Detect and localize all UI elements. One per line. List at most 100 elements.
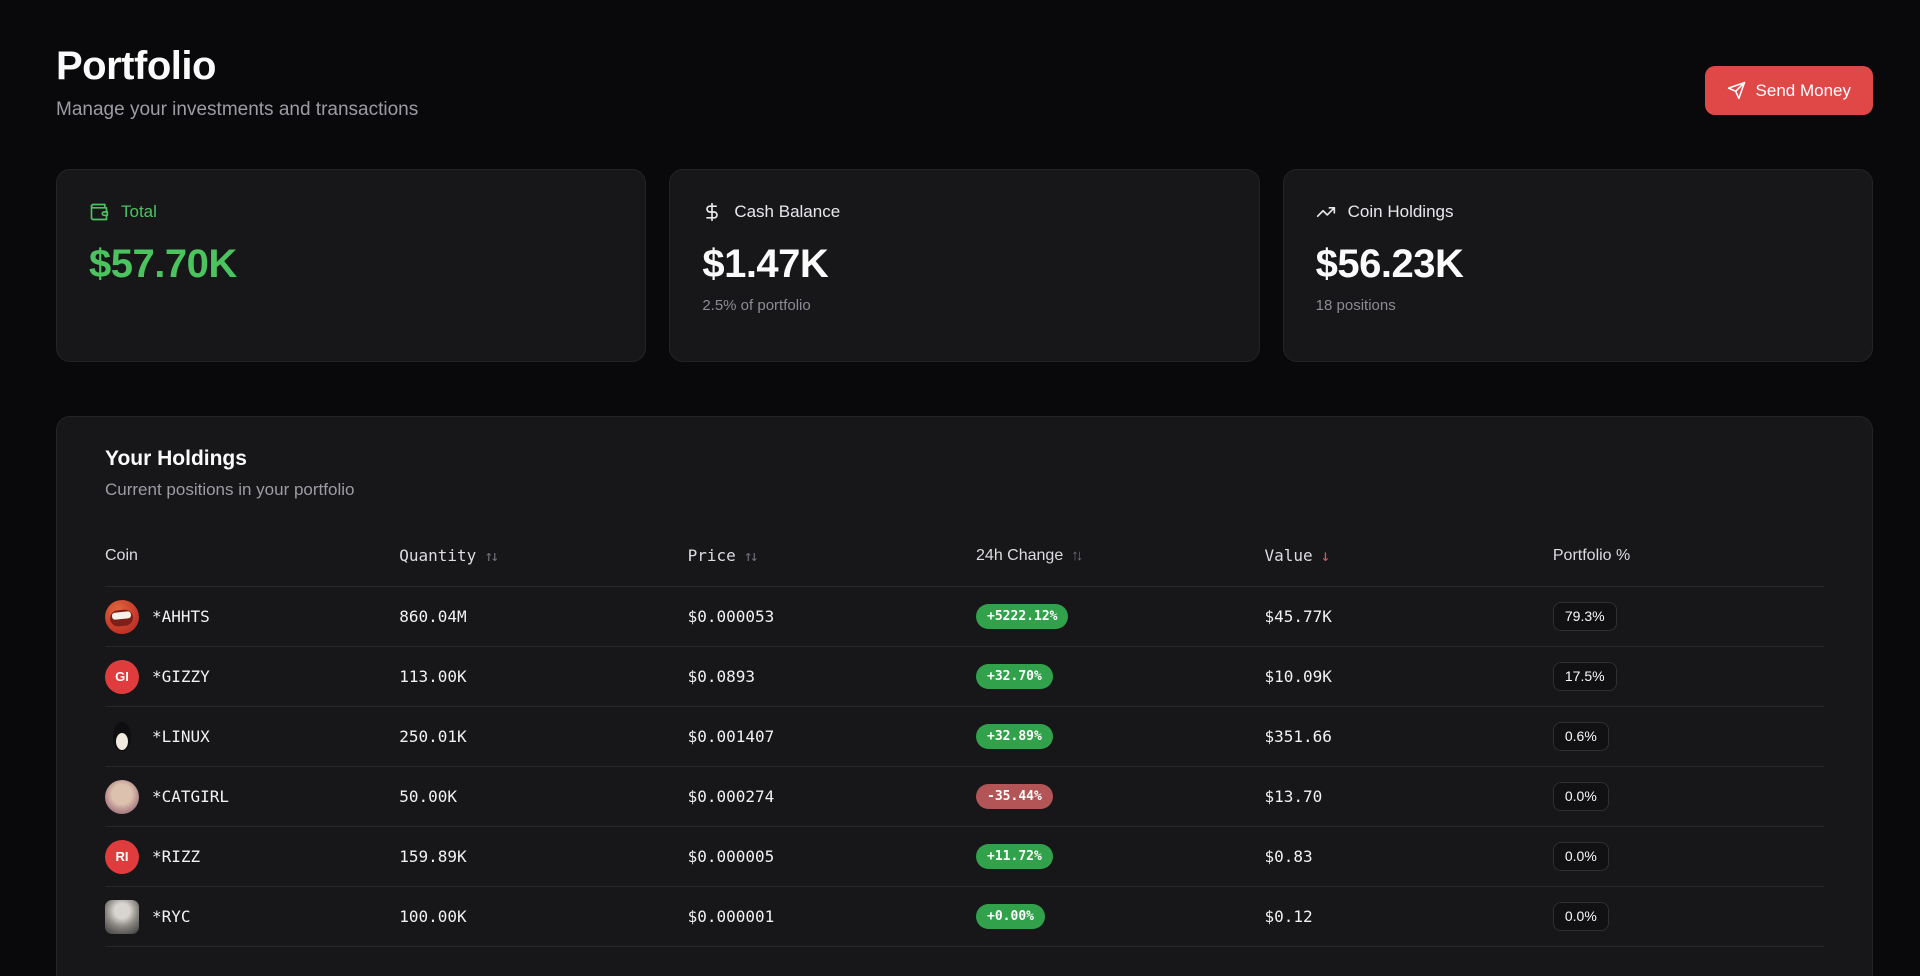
stats-row: Total $57.70K Cash Balance $1.47K 2.5% o… — [56, 169, 1873, 362]
sort-updown-icon: ↑↓ — [743, 546, 759, 565]
dollar-icon — [702, 202, 722, 222]
table-row[interactable]: *RYC 100.00K $0.000001 +0.00% $0.12 0.0% — [105, 887, 1824, 947]
table-row[interactable]: RI *RIZZ 159.89K $0.000005 +11.72% $0.83… — [105, 827, 1824, 887]
quantity-cell: 860.04M — [399, 607, 467, 626]
table-row[interactable]: *CATGIRL 50.00K $0.000274 -35.44% $13.70… — [105, 767, 1824, 827]
change-cell: +11.72% — [976, 844, 1264, 869]
coin-symbol: *GIZZY — [152, 667, 210, 686]
table-row[interactable]: *AHHTS 860.04M $0.000053 +5222.12% $45.7… — [105, 587, 1824, 647]
page-subtitle: Manage your investments and transactions — [56, 99, 419, 120]
coin-avatar — [105, 779, 139, 814]
price-cell: $0.000274 — [687, 787, 775, 806]
send-icon — [1727, 81, 1746, 100]
stat-card-holdings-header: Coin Holdings — [1316, 202, 1840, 222]
price-cell: $0.000053 — [687, 607, 775, 626]
coin-symbol: *AHHTS — [152, 607, 210, 626]
stat-label: Total — [121, 202, 157, 221]
send-money-button[interactable]: Send Money — [1704, 66, 1873, 115]
portfolio-pct-badge: 79.3% — [1552, 602, 1617, 631]
column-header-24h-change[interactable]: 24h Change ↑↓ — [976, 546, 1083, 565]
coin-symbol: *RYC — [152, 907, 191, 926]
portfolio-pct-cell: 0.0% — [1552, 902, 1824, 931]
trending-up-icon — [1316, 202, 1336, 222]
page-title: Portfolio — [56, 44, 216, 88]
page-header: Portfolio Manage your investments and tr… — [56, 44, 1873, 121]
table-header-row: Coin Quantity ↑↓ Price ↑↓ 24h Change ↑↓ … — [105, 546, 1824, 587]
change-badge: +0.00% — [976, 904, 1045, 929]
stat-card-cash-balance: Cash Balance $1.47K 2.5% of portfolio — [669, 169, 1260, 362]
coin-cell: *LINUX — [105, 720, 399, 754]
quantity-cell: 113.00K — [399, 667, 467, 686]
stat-sub-holdings: 18 positions — [1315, 297, 1396, 314]
coin-cell: *RYC — [105, 899, 399, 934]
change-badge: +32.70% — [976, 664, 1053, 689]
change-cell: +5222.12% — [976, 604, 1264, 629]
value-cell: $0.83 — [1264, 847, 1313, 866]
coin-cell: GI *GIZZY — [105, 659, 399, 694]
quantity-cell: 50.00K — [399, 787, 457, 806]
column-header-portfolio-pct: Portfolio % — [1552, 546, 1631, 564]
portfolio-pct-badge: 0.0% — [1552, 902, 1609, 931]
coin-cell: *CATGIRL — [105, 779, 399, 814]
coin-avatar — [105, 720, 139, 754]
change-cell: +32.89% — [976, 724, 1264, 749]
column-header-quantity[interactable]: Quantity ↑↓ — [399, 546, 499, 565]
sort-updown-icon: ↑↓ — [484, 546, 499, 565]
coin-symbol: *RIZZ — [152, 847, 201, 866]
stat-sub-cash: 2.5% of portfolio — [702, 297, 811, 314]
portfolio-pct-cell: 0.0% — [1552, 782, 1824, 811]
table-row[interactable]: GI *GIZZY 113.00K $0.0893 +32.70% $10.09… — [105, 647, 1824, 707]
holdings-subtitle: Current positions in your portfolio — [105, 480, 355, 499]
value-cell: $351.66 — [1264, 727, 1332, 746]
portfolio-pct-cell: 0.0% — [1552, 842, 1824, 871]
coin-avatar — [105, 599, 139, 634]
coin-avatar — [105, 899, 139, 934]
holdings-panel: Your Holdings Current positions in your … — [56, 416, 1873, 976]
value-cell: $45.77K — [1264, 607, 1332, 626]
portfolio-pct-badge: 0.0% — [1552, 782, 1609, 811]
quantity-cell: 159.89K — [399, 847, 467, 866]
stat-card-total-header: Total — [89, 202, 613, 222]
value-cell: $10.09K — [1264, 667, 1332, 686]
column-header-price[interactable]: Price ↑↓ — [687, 546, 759, 565]
column-header-coin: Coin — [105, 546, 138, 564]
change-cell: +0.00% — [976, 904, 1264, 929]
stat-card-coin-holdings: Coin Holdings $56.23K 18 positions — [1282, 169, 1873, 362]
wallet-icon — [89, 202, 109, 222]
portfolio-pct-cell: 0.6% — [1552, 722, 1824, 751]
portfolio-pct-cell: 79.3% — [1552, 602, 1824, 631]
stat-card-cash-header: Cash Balance — [702, 202, 1226, 222]
portfolio-pct-badge: 17.5% — [1552, 662, 1617, 691]
coin-cell: RI *RIZZ — [105, 839, 399, 874]
stat-value-holdings: $56.23K — [1315, 242, 1464, 286]
price-cell: $0.000005 — [687, 847, 775, 866]
page-heading: Portfolio Manage your investments and tr… — [56, 44, 418, 121]
table-row[interactable]: *LINUX 250.01K $0.001407 +32.89% $351.66… — [105, 707, 1824, 767]
portfolio-pct-badge: 0.6% — [1552, 722, 1609, 751]
stat-value-cash: $1.47K — [702, 242, 829, 286]
coin-symbol: *LINUX — [152, 727, 210, 746]
change-cell: -35.44% — [976, 784, 1264, 809]
stat-label: Coin Holdings — [1347, 202, 1454, 221]
send-money-label: Send Money — [1755, 80, 1851, 100]
portfolio-pct-cell: 17.5% — [1552, 662, 1824, 691]
change-badge: -35.44% — [976, 784, 1053, 809]
sort-desc-icon: ↓ — [1320, 546, 1331, 565]
column-header-value[interactable]: Value ↓ — [1264, 546, 1331, 565]
coin-symbol: *CATGIRL — [152, 787, 230, 806]
price-cell: $0.0893 — [687, 667, 756, 686]
change-badge: +5222.12% — [976, 604, 1069, 629]
value-cell: $13.70 — [1264, 787, 1323, 806]
price-cell: $0.000001 — [687, 907, 775, 926]
coin-cell: *AHHTS — [105, 599, 399, 634]
stat-label: Cash Balance — [734, 202, 841, 221]
value-cell: $0.12 — [1264, 907, 1313, 926]
stat-value-total: $57.70K — [89, 242, 237, 286]
change-cell: +32.70% — [976, 664, 1264, 689]
sort-updown-icon: ↑↓ — [1071, 547, 1083, 564]
coin-avatar: RI — [105, 839, 139, 874]
price-cell: $0.001407 — [687, 727, 775, 746]
quantity-cell: 250.01K — [399, 727, 467, 746]
holdings-title: Your Holdings — [105, 447, 247, 470]
